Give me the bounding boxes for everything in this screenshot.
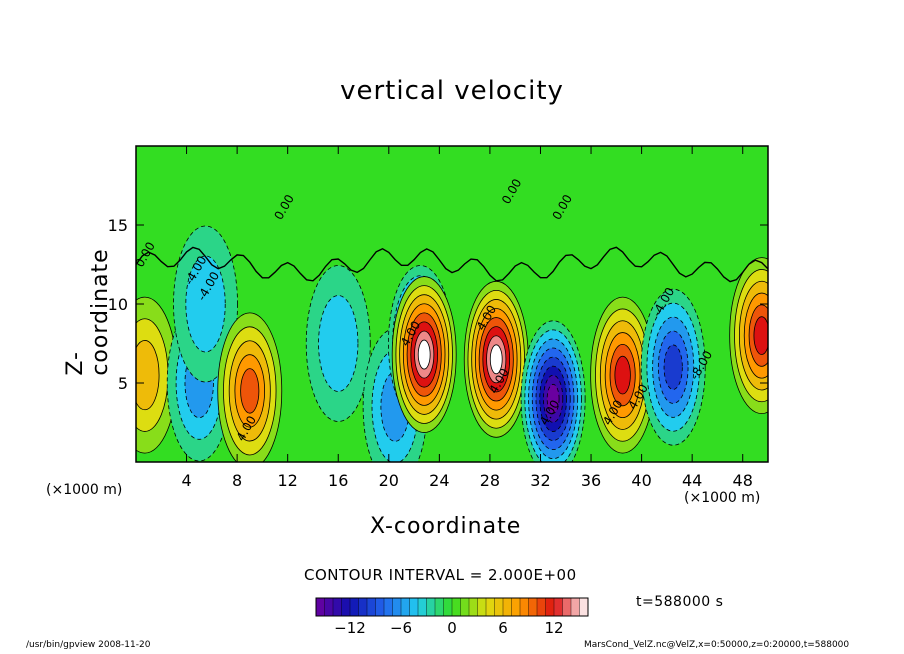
colorbar-swatch: [383, 597, 394, 617]
contour-ring: [318, 295, 359, 392]
colorbar-swatch: [366, 597, 377, 617]
x-tick-label: 12: [278, 471, 298, 490]
colorbar-swatch: [349, 597, 360, 617]
colorbar-tick-label: −6: [390, 619, 412, 637]
x-tick-label: 4: [181, 471, 191, 490]
x-tick-label: 36: [581, 471, 601, 490]
x-axis-label: X-coordinate: [370, 514, 522, 539]
colorbar-swatch: [409, 597, 419, 617]
contour-interval-label: CONTOUR INTERVAL = 2.000E+00: [304, 566, 577, 584]
x-tick-label: 16: [328, 471, 348, 490]
velocity-cell: [173, 225, 238, 383]
contour-ring: [489, 344, 503, 375]
colorbar-swatch: [468, 597, 479, 617]
contour-ring: [546, 383, 560, 414]
colorbar-swatch: [324, 597, 334, 617]
colorbar-swatch: [392, 597, 402, 617]
colorbar-swatch: [451, 597, 462, 617]
velocity-cell: [136, 296, 178, 454]
colorbar-swatch: [477, 597, 487, 617]
y-axis-label: Z-coordinate: [63, 248, 113, 376]
colorbar-swatch: [417, 597, 428, 617]
contour-ring: [614, 355, 631, 395]
colorbar-tick-label: −12: [334, 619, 366, 637]
contour-ring: [136, 340, 160, 411]
velocity-cell: [391, 276, 457, 433]
colorbar-tick-label: 6: [498, 619, 508, 637]
colorbar-swatch: [341, 597, 351, 617]
footer-right: MarsCond_VelZ.nc@VelZ,x=0:50000,z=0:2000…: [584, 640, 850, 650]
velocity-cell: [305, 265, 371, 422]
colorbar-swatch: [358, 597, 368, 617]
colorbar-swatch: [502, 597, 513, 617]
colorbar-swatch: [375, 597, 385, 617]
colorbar-swatch: [562, 597, 572, 617]
footer-left: /usr/bin/gpview 2008-11-20: [26, 640, 151, 650]
colorbar-swatch: [426, 597, 436, 617]
colorbar-swatch: [528, 597, 538, 617]
contour-ring: [753, 316, 768, 355]
time-label: t=588000 s: [636, 594, 724, 610]
colorbar-swatch: [519, 597, 530, 617]
x-axis: 4 8 12 16 20 24 28 32 36 40 44 48: [181, 146, 753, 490]
colorbar-swatch: [332, 597, 343, 617]
colorbar-tick-label: 12: [544, 619, 563, 637]
colorbar-swatch: [443, 597, 453, 617]
contour-ring: [663, 344, 683, 390]
x-unit-label-left: (×1000 m): [46, 482, 123, 498]
x-tick-label: 32: [530, 471, 550, 490]
x-unit-label-right: (×1000 m): [684, 490, 761, 506]
x-tick-label: 40: [631, 471, 651, 490]
colorbar: −12 −6 0 6 12: [315, 597, 589, 637]
colorbar-frame: [315, 597, 589, 617]
velocity-cell: [590, 296, 656, 454]
colorbar-swatch: [434, 597, 445, 617]
velocity-cell: [640, 288, 706, 446]
y-tick-label: 5: [118, 374, 128, 393]
y-axis-label-wrap: Z-coordinate: [63, 232, 113, 392]
colorbar-swatch: [579, 597, 589, 617]
x-tick-label: 8: [232, 471, 242, 490]
zero-contour-line: [136, 246, 768, 283]
chart-title: vertical velocity: [340, 76, 564, 106]
colorbar-swatch: [511, 597, 521, 617]
colorbar-swatch: [553, 597, 564, 617]
colorbar-swatch: [315, 597, 326, 617]
x-tick-label: 48: [733, 471, 753, 490]
colorbar-swatch: [460, 597, 470, 617]
colorbar-swatch: [536, 597, 547, 617]
velocity-field: 0.000.000.000.00 -4.004.004.004.004.004.0…: [136, 146, 768, 462]
y-tick-label: 10: [108, 295, 128, 314]
colorbar-swatch: [570, 597, 581, 617]
velocity-cell: [463, 280, 529, 438]
colorbar-tick-label: 0: [447, 619, 457, 637]
y-tick-label: 15: [108, 216, 128, 235]
contour-ring: [417, 339, 431, 370]
contour-ring: [240, 368, 260, 414]
x-tick-label: 44: [682, 471, 702, 490]
colorbar-swatch: [400, 597, 411, 617]
x-tick-label: 24: [429, 471, 449, 490]
velocity-cell: [729, 257, 768, 414]
velocity-cell: [217, 312, 283, 462]
colorbar-swatch: [545, 597, 555, 617]
x-tick-label: 20: [379, 471, 399, 490]
y-axis: 5 10 15: [108, 216, 768, 393]
contour-ring: [185, 255, 226, 353]
x-tick-label: 28: [480, 471, 500, 490]
colorbar-swatch: [494, 597, 504, 617]
velocity-cell: [520, 320, 586, 462]
colorbar-swatch: [485, 597, 496, 617]
